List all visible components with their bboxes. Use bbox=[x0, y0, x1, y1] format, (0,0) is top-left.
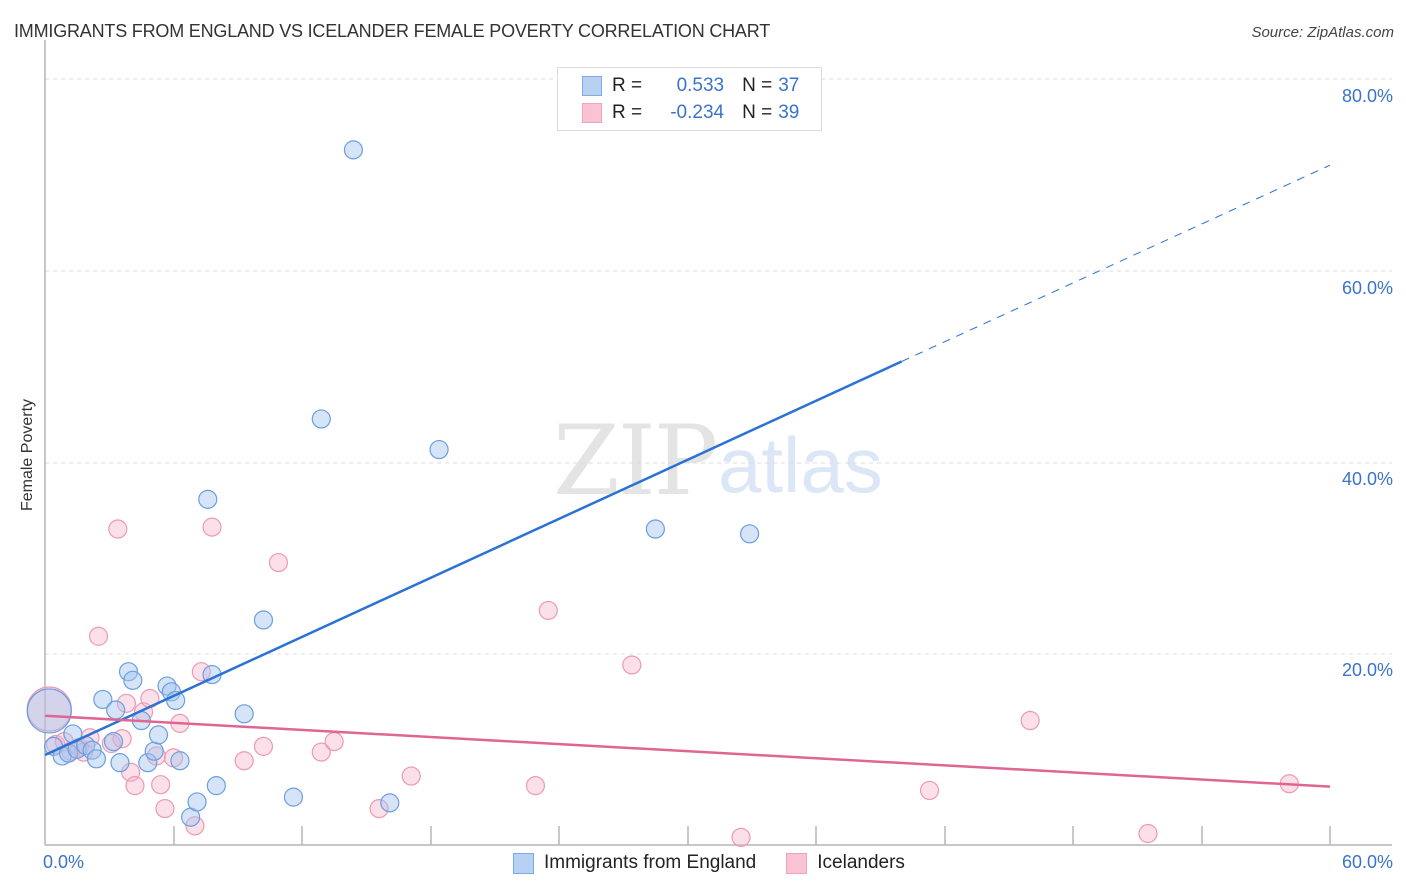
series-legend: Immigrants from England Icelanders bbox=[513, 852, 935, 874]
icelanders-points bbox=[26, 517, 1299, 847]
r-label: R = bbox=[612, 75, 643, 96]
data-point bbox=[108, 519, 128, 539]
england-points bbox=[26, 140, 760, 827]
data-point bbox=[202, 517, 222, 537]
data-point bbox=[26, 688, 72, 734]
data-point bbox=[253, 736, 274, 756]
watermark-atlas: atlas bbox=[718, 421, 883, 509]
data-point bbox=[138, 753, 158, 773]
data-point bbox=[324, 731, 344, 752]
data-point bbox=[106, 700, 126, 720]
axes bbox=[44, 40, 1392, 846]
source-label: Source: ZipAtlas.com bbox=[1251, 24, 1394, 41]
england-trendline bbox=[44, 360, 903, 757]
y-tick-20: 20.0% bbox=[1341, 660, 1393, 680]
england-trendline-extrapolated bbox=[901, 164, 1331, 362]
england-legend-swatch-icon bbox=[513, 852, 534, 874]
legend-label: Icelanders bbox=[817, 852, 905, 873]
legend-label: Immigrants from England bbox=[544, 852, 757, 873]
data-point bbox=[538, 600, 558, 621]
data-point bbox=[268, 552, 289, 573]
data-point bbox=[740, 524, 760, 544]
n-value: 39 bbox=[778, 102, 800, 123]
icelanders-swatch-icon bbox=[582, 103, 602, 123]
data-point bbox=[198, 489, 218, 509]
data-point bbox=[118, 662, 139, 682]
trendlines bbox=[44, 164, 1331, 788]
n-label: N = bbox=[742, 102, 773, 123]
data-point bbox=[311, 409, 331, 429]
data-point bbox=[429, 439, 449, 460]
data-point bbox=[234, 704, 254, 724]
data-point bbox=[645, 519, 665, 539]
n-label: N = bbox=[742, 75, 773, 96]
legend-item-england[interactable]: Immigrants from England bbox=[513, 852, 756, 874]
data-point bbox=[311, 742, 331, 762]
r-value: 0.533 bbox=[676, 75, 725, 96]
y-tick-80: 80.0% bbox=[1341, 86, 1393, 106]
data-point bbox=[622, 655, 642, 675]
england-swatch-icon bbox=[582, 76, 602, 96]
correlation-legend: R = 0.533 N = 37 R = -0.234 N = 39 bbox=[557, 67, 822, 131]
data-point bbox=[88, 626, 109, 646]
data-point bbox=[369, 799, 389, 819]
chart-title: IMMIGRANTS FROM ENGLAND VS ICELANDER FEM… bbox=[14, 21, 770, 41]
data-point bbox=[1138, 823, 1158, 844]
data-point bbox=[93, 689, 113, 710]
data-point bbox=[731, 827, 751, 847]
data-point bbox=[206, 776, 226, 796]
data-point bbox=[525, 776, 546, 796]
data-point bbox=[185, 816, 205, 836]
icelanders-trendline bbox=[44, 714, 1331, 788]
y-tick-40: 40.0% bbox=[1341, 469, 1393, 489]
n-value: 37 bbox=[778, 75, 800, 96]
data-point bbox=[401, 766, 421, 786]
data-point bbox=[283, 787, 304, 807]
data-point bbox=[103, 731, 124, 752]
y-tick-60: 60.0% bbox=[1341, 278, 1393, 298]
data-point bbox=[919, 780, 940, 801]
data-point bbox=[1020, 710, 1040, 731]
r-label: R = bbox=[612, 102, 643, 123]
legend-row-england: R = 0.533 N = 37 bbox=[582, 74, 799, 98]
watermark-zip: ZIP bbox=[553, 405, 718, 517]
data-point bbox=[123, 670, 143, 690]
data-point bbox=[191, 662, 211, 682]
data-point bbox=[380, 793, 400, 813]
data-point bbox=[343, 140, 363, 160]
data-point bbox=[234, 751, 254, 771]
gridlines bbox=[45, 78, 1392, 655]
x-tick-60: 60.0% bbox=[1341, 852, 1393, 872]
data-point bbox=[170, 751, 190, 771]
x-tick-0: 0.0% bbox=[43, 852, 85, 872]
data-point bbox=[116, 693, 136, 713]
data-point bbox=[253, 610, 274, 630]
data-point bbox=[187, 792, 207, 812]
data-point bbox=[151, 775, 171, 795]
data-point bbox=[82, 740, 102, 760]
data-point bbox=[86, 749, 107, 769]
data-point bbox=[125, 776, 145, 796]
y-axis-label: Female Poverty bbox=[19, 398, 36, 512]
legend-row-icelanders: R = -0.234 N = 39 bbox=[582, 101, 799, 125]
data-point bbox=[110, 753, 130, 773]
data-point bbox=[155, 799, 175, 819]
r-value: -0.234 bbox=[670, 102, 725, 123]
icelanders-legend-swatch-icon bbox=[786, 852, 808, 874]
data-point bbox=[144, 741, 164, 761]
data-point bbox=[148, 725, 169, 745]
legend-item-icelanders[interactable]: Icelanders bbox=[786, 852, 905, 874]
